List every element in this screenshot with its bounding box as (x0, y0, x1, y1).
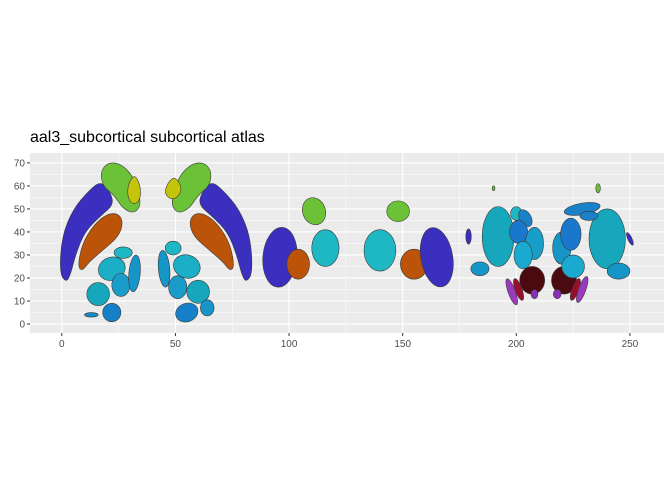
brain-region (286, 248, 310, 280)
brain-region (505, 278, 518, 306)
brain-region (595, 183, 601, 194)
x-tick-label: 100 (281, 339, 298, 350)
brain-region (128, 254, 141, 293)
brain-region (465, 228, 472, 245)
x-tick-label: 200 (508, 339, 525, 350)
y-tick-label: 30 (14, 250, 26, 261)
brain-region (513, 240, 533, 270)
x-tick-label: 50 (170, 339, 182, 350)
x-tick-label: 0 (59, 339, 65, 350)
brain-region (579, 210, 599, 221)
brain-region (78, 213, 123, 270)
y-tick-label: 60 (14, 181, 26, 192)
brain-region (561, 254, 585, 279)
brain-region (111, 273, 131, 297)
brain-region (165, 178, 182, 200)
brain-region (175, 302, 199, 323)
y-tick-label: 20 (14, 273, 26, 284)
y-tick-label: 40 (14, 227, 26, 238)
brain-region (509, 220, 528, 244)
brain-region (84, 312, 99, 318)
brain-region (86, 282, 110, 306)
brain-region (168, 275, 188, 300)
brain-region (553, 289, 562, 300)
y-tick-label: 70 (14, 158, 26, 169)
brain-region (200, 299, 215, 317)
brain-region (102, 303, 122, 323)
brain-region (363, 229, 397, 272)
brain-region (164, 240, 182, 256)
chart-title: aal3_subcortical subcortical atlas (30, 129, 265, 146)
brain-region (606, 262, 631, 280)
brain-region (576, 276, 589, 303)
brain-region (470, 261, 490, 276)
x-tick-label: 150 (394, 339, 411, 350)
y-tick-label: 10 (14, 297, 26, 308)
brain-region (302, 197, 327, 226)
brain-region (157, 250, 171, 288)
brain-region (588, 208, 626, 270)
brain-region (311, 229, 340, 267)
brain-region (173, 254, 201, 279)
brain-region (519, 266, 545, 295)
brain-region (481, 206, 515, 267)
brain-region (127, 176, 141, 204)
brain-region (560, 217, 582, 251)
brain-region (113, 246, 133, 259)
brain-region (186, 279, 210, 304)
x-tick-label: 250 (622, 339, 639, 350)
brain-region (189, 213, 234, 270)
brain-region (530, 289, 539, 300)
brain-region (199, 183, 253, 281)
brain-region (386, 200, 410, 222)
brain-region (491, 185, 496, 191)
brain-region (626, 232, 634, 246)
brain-region (419, 227, 454, 288)
y-tick-label: 50 (14, 204, 26, 215)
y-tick-label: 0 (19, 320, 25, 331)
brain-region (60, 183, 113, 281)
